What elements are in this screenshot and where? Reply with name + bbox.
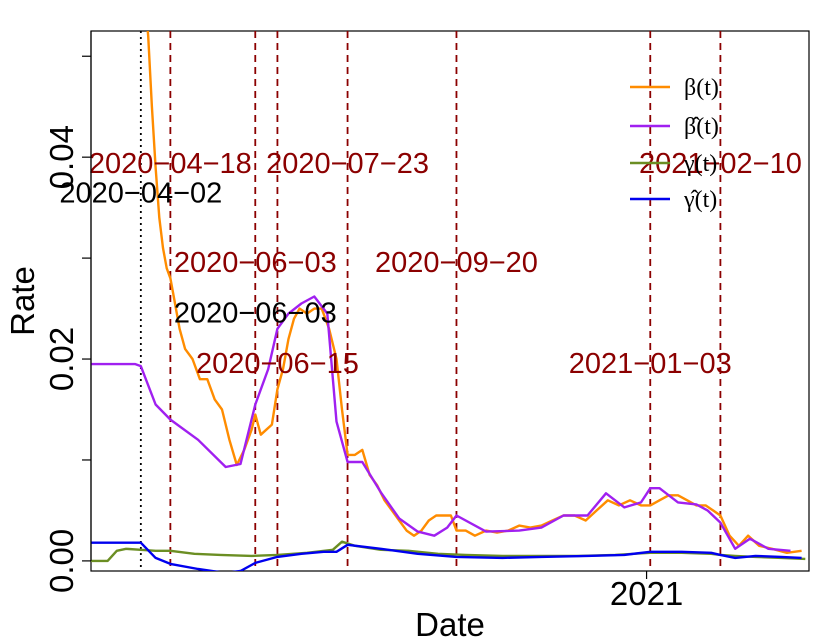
series-line-3 <box>91 541 802 571</box>
y-tick-label: 0.02 <box>43 327 80 391</box>
annotation-label-4: 2020−06−03 <box>174 247 337 279</box>
series-line-1 <box>91 295 791 552</box>
vertical-markers <box>139 31 722 571</box>
y-tick-label: 0.04 <box>43 125 80 189</box>
legend-label-0: β(t) <box>684 75 719 101</box>
y-axis-label: Rate <box>4 266 41 336</box>
annotation-label-3: 2020−04−02 <box>59 177 222 209</box>
x-axis: 2021 <box>610 571 683 612</box>
series-line-0 <box>146 31 802 554</box>
date-annotations: 2020−04−18 2020−07−23 2021−02−102020−04−02… <box>59 148 801 380</box>
annotation-label-5: 2020−09−20 <box>375 247 538 279</box>
legend: β(t) β̂(t) γ(t) γ̂(t) <box>630 75 719 213</box>
annotation-label-6: 2020−06−03 <box>174 298 337 330</box>
x-tick-label: 2021 <box>610 575 683 612</box>
legend-label-3: γ̂(t) <box>683 187 717 213</box>
y-axis: 0.00 0.02 0.04 <box>43 31 92 593</box>
annotation-label-0: 2020−04−18 <box>89 148 252 180</box>
annotation-label-7: 2020−06−15 <box>196 348 359 380</box>
x-axis-label: Date <box>415 606 485 642</box>
legend-label-2: γ(t) <box>683 151 717 177</box>
annotation-label-8: 2021−01−03 <box>569 348 732 380</box>
series-lines <box>91 31 806 571</box>
y-tick-label: 0.00 <box>43 529 80 593</box>
legend-label-1: β̂(t) <box>684 114 719 140</box>
annotation-label-1: 2020−07−23 <box>266 148 429 180</box>
